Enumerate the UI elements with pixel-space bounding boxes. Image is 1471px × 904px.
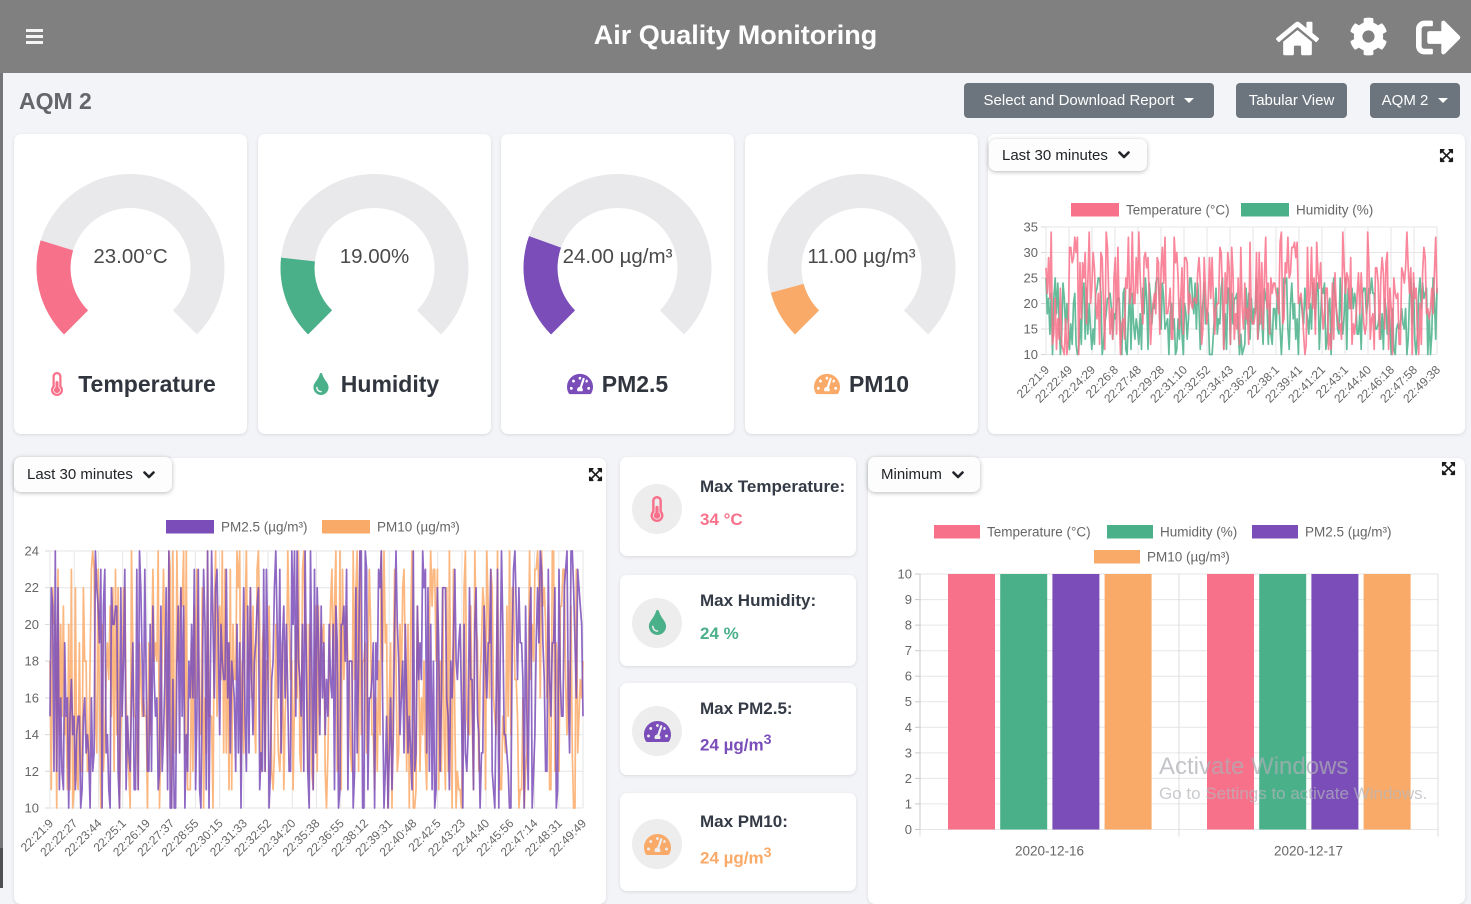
svg-text:15: 15: [1024, 322, 1038, 337]
svg-text:2020-12-17: 2020-12-17: [1274, 844, 1343, 859]
svg-text:PM2.5 (µg/m³): PM2.5 (µg/m³): [1305, 525, 1392, 540]
svg-text:0: 0: [905, 822, 912, 837]
svg-text:10: 10: [898, 567, 912, 582]
svg-text:Humidity (%): Humidity (%): [1160, 525, 1237, 540]
svg-text:Temperature (°C): Temperature (°C): [1126, 203, 1230, 218]
svg-text:20: 20: [25, 617, 39, 632]
svg-text:35: 35: [1024, 220, 1038, 235]
svg-text:3: 3: [905, 745, 912, 760]
svg-text:18: 18: [25, 654, 39, 669]
svg-text:6: 6: [905, 669, 912, 684]
svg-text:7: 7: [905, 643, 912, 658]
svg-text:8: 8: [905, 618, 912, 633]
svg-text:22: 22: [25, 580, 39, 595]
svg-text:10: 10: [1024, 347, 1038, 362]
svg-text:24: 24: [25, 544, 39, 559]
svg-text:4: 4: [905, 720, 912, 735]
svg-text:20: 20: [1024, 296, 1038, 311]
svg-text:19.00%: 19.00%: [340, 245, 410, 268]
svg-text:14: 14: [25, 727, 39, 742]
svg-text:Temperature (°C): Temperature (°C): [987, 525, 1091, 540]
svg-text:1: 1: [905, 796, 912, 811]
svg-text:12: 12: [25, 764, 39, 779]
svg-text:24.00 µg/m³: 24.00 µg/m³: [563, 245, 673, 268]
svg-text:PM10 (µg/m³): PM10 (µg/m³): [1147, 550, 1230, 565]
svg-text:2020-12-16: 2020-12-16: [1015, 844, 1084, 859]
svg-text:2: 2: [905, 771, 912, 786]
svg-text:30: 30: [1024, 245, 1038, 260]
svg-text:11.00 µg/m³: 11.00 µg/m³: [807, 245, 915, 268]
svg-text:PM10 (µg/m³): PM10 (µg/m³): [377, 520, 460, 535]
svg-text:Humidity (%): Humidity (%): [1296, 203, 1373, 218]
svg-text:25: 25: [1024, 271, 1038, 286]
svg-text:23.00°C: 23.00°C: [93, 245, 167, 268]
svg-text:5: 5: [905, 694, 912, 709]
svg-text:16: 16: [25, 690, 39, 705]
svg-text:9: 9: [905, 592, 912, 607]
svg-text:10: 10: [25, 801, 39, 816]
svg-text:PM2.5 (µg/m³): PM2.5 (µg/m³): [221, 520, 308, 535]
